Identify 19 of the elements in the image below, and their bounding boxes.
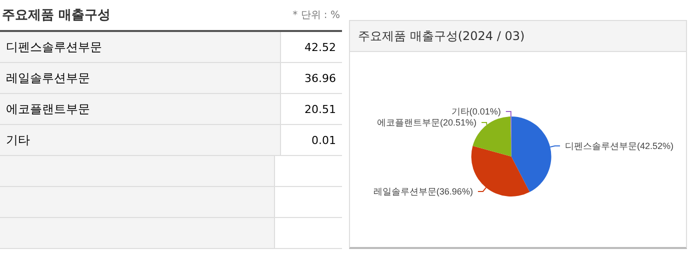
data-label: (0.01%): [469, 106, 501, 116]
chart-title: 주요제품 매출구성(2024 / 03): [350, 21, 686, 52]
category-label: 디펜스솔루션부문: [0, 32, 281, 62]
category-label: 기타: [0, 125, 281, 155]
slice-label: 에코플랜트부문: [377, 118, 440, 128]
category-label: 에코플랜트부문: [0, 94, 281, 124]
data-label: 0.01: [310, 132, 337, 148]
category-label: 레일솔루션부문: [0, 63, 281, 93]
slice-label: 레일솔루션부문: [373, 186, 436, 196]
data-label: 42.52: [304, 40, 337, 56]
data-label: 36.96: [304, 70, 337, 86]
data-label: (20.51%): [440, 118, 477, 128]
text: 주요제품 매출구성: [1, 7, 111, 24]
slice-label: 디펜스솔루션부문: [565, 140, 638, 151]
data-label: 20.51: [304, 102, 337, 118]
data-label: (36.96%): [436, 186, 473, 196]
data-label: (42.52%): [637, 140, 674, 151]
slice-label: 기타: [451, 106, 470, 116]
text: * 단위 : %: [292, 9, 341, 22]
